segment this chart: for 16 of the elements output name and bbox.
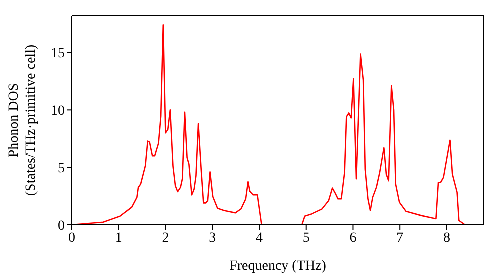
x-tick-label: 1: [115, 230, 122, 246]
x-tick-label: 6: [350, 230, 357, 246]
y-tick-label: 10: [51, 104, 65, 120]
y-tick-label: 5: [58, 162, 65, 177]
x-axis-title: Frequency (THz): [230, 259, 327, 274]
y-tick-label: 0: [58, 218, 65, 234]
x-tick-label: 8: [443, 230, 450, 246]
line-series: [72, 24, 466, 225]
x-tick-label: 2: [162, 230, 170, 246]
x-tick-label: 4: [256, 230, 263, 246]
x-tick-label: 5: [302, 230, 310, 246]
x-tick-label: 7: [396, 230, 404, 246]
x-tick-label: 3: [209, 230, 216, 246]
x-tick-label: 0: [68, 230, 76, 246]
y-axis-title: Phonon DOS (States/THz·primitive cell): [7, 44, 39, 196]
y-tick-label: 15: [51, 46, 65, 62]
